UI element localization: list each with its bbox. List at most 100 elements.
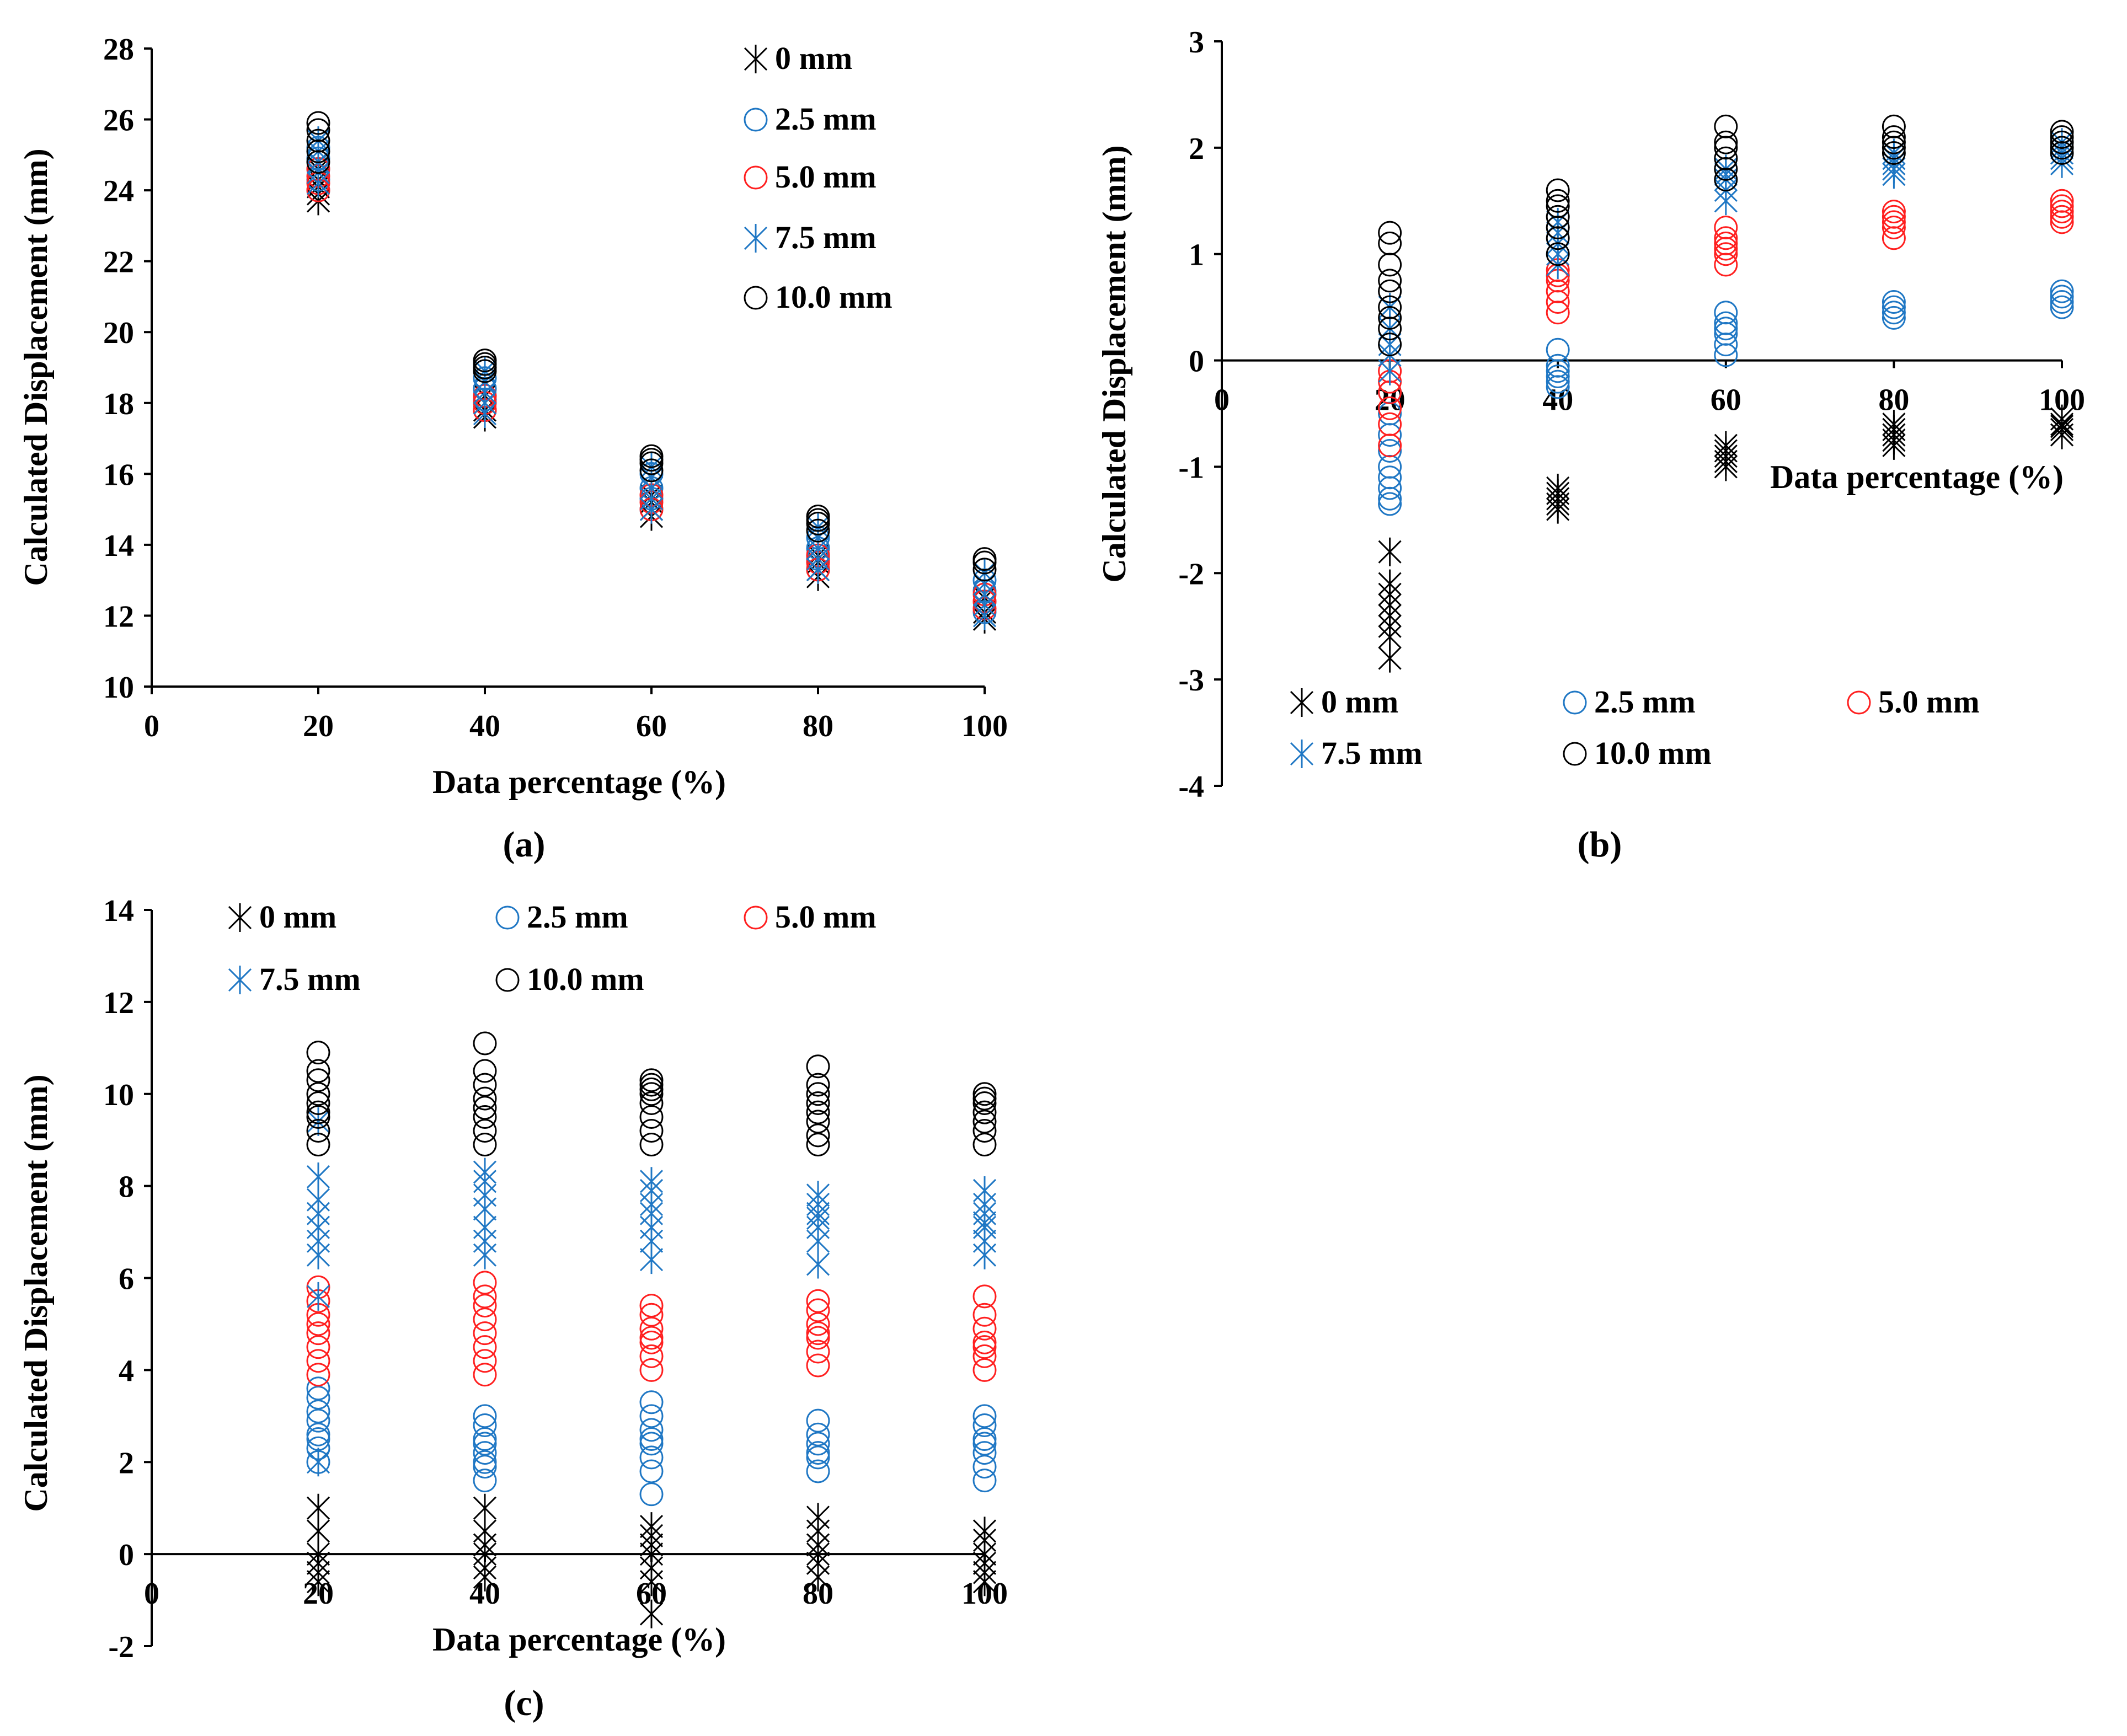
data-point xyxy=(306,1105,330,1129)
panel-label-letter: c xyxy=(516,1683,532,1723)
y-tick-label: 20 xyxy=(103,316,134,350)
data-point xyxy=(473,1349,497,1373)
data-point xyxy=(1378,537,1402,566)
data-point xyxy=(972,1567,997,1596)
data-point xyxy=(1378,231,1402,255)
series-5-0-mm xyxy=(306,157,997,621)
x-tick-label: 20 xyxy=(303,709,334,743)
legend-label: 10.0 mm xyxy=(775,279,893,315)
data-point xyxy=(1546,365,1570,388)
data-point xyxy=(473,1455,497,1479)
legend-label: 7.5 mm xyxy=(259,961,361,997)
data-point xyxy=(1882,431,1906,460)
data-point xyxy=(306,1385,330,1410)
data-point xyxy=(306,111,330,135)
data-point xyxy=(1714,130,1738,154)
y-tick-label: 22 xyxy=(103,245,134,280)
data-point xyxy=(306,1448,330,1477)
data-point xyxy=(473,1294,497,1318)
data-point xyxy=(972,1133,997,1157)
data-point xyxy=(806,1082,830,1106)
data-point xyxy=(639,1091,664,1115)
x-tick-label: 80 xyxy=(803,709,833,743)
data-point xyxy=(2050,205,2074,229)
legend-marker xyxy=(744,45,768,73)
y-tick-label: -2 xyxy=(108,1630,134,1664)
data-point xyxy=(972,558,997,582)
series-0-mm xyxy=(1378,404,2074,673)
data-point xyxy=(806,1123,830,1148)
data-point xyxy=(972,1441,997,1465)
data-point xyxy=(1378,333,1402,357)
data-point xyxy=(639,1077,664,1101)
data-point xyxy=(306,128,330,153)
series-10-0-mm xyxy=(306,111,997,582)
data-point xyxy=(1714,216,1738,239)
data-point xyxy=(473,1321,497,1346)
series-10-0-mm xyxy=(306,1031,997,1157)
data-point xyxy=(806,1204,830,1233)
data-point xyxy=(306,1408,330,1433)
data-point xyxy=(639,1358,664,1382)
data-point xyxy=(806,1298,830,1322)
data-point xyxy=(806,1321,830,1346)
data-point xyxy=(306,1321,330,1346)
data-point xyxy=(1378,486,1402,511)
data-point xyxy=(473,349,497,373)
data-point xyxy=(972,1455,997,1479)
data-point xyxy=(1546,189,1570,213)
series-2-5-mm xyxy=(1378,279,2074,516)
data-point xyxy=(972,547,997,571)
data-point xyxy=(1378,269,1402,293)
data-point xyxy=(806,1073,830,1097)
series-10-0-mm xyxy=(1378,114,2074,357)
data-point xyxy=(1546,205,1570,229)
y-tick-label: 0 xyxy=(1189,345,1204,379)
data-point xyxy=(806,1353,830,1378)
data-point xyxy=(972,1413,997,1437)
data-point xyxy=(972,1176,997,1205)
data-point xyxy=(306,1335,330,1359)
data-point xyxy=(1546,242,1570,266)
data-point xyxy=(306,1091,330,1115)
data-point xyxy=(1882,200,1906,224)
legend-label: 0 mm xyxy=(1321,684,1398,720)
data-point xyxy=(1378,476,1402,500)
data-point xyxy=(806,518,830,543)
data-point xyxy=(972,1119,997,1143)
data-point xyxy=(306,1162,330,1191)
panel-label-letter: b xyxy=(1590,824,1610,865)
data-point xyxy=(972,1427,997,1451)
data-point xyxy=(306,1119,330,1143)
legend-label: 10.0 mm xyxy=(527,961,644,997)
data-point xyxy=(639,1567,664,1596)
legend-marker xyxy=(228,903,252,932)
data-point xyxy=(473,1158,497,1187)
data-point xyxy=(639,1326,664,1350)
data-point xyxy=(473,1450,497,1474)
data-point xyxy=(639,1482,664,1507)
data-point xyxy=(306,1312,330,1336)
data-point xyxy=(1546,495,1570,524)
data-point xyxy=(806,1432,830,1456)
y-tick-label: 12 xyxy=(103,599,134,634)
data-point xyxy=(1378,279,1402,303)
data-point xyxy=(1882,141,1906,165)
data-point xyxy=(806,1422,830,1446)
data-point xyxy=(806,1054,830,1079)
data-point xyxy=(639,1404,664,1428)
legend-marker xyxy=(744,108,768,132)
legend-label: 5.0 mm xyxy=(1878,684,1980,720)
y-tick-label: 1 xyxy=(1189,238,1204,272)
data-point xyxy=(1882,290,1906,314)
data-point xyxy=(1714,242,1738,266)
y-tick-label: 6 xyxy=(119,1262,134,1296)
x-tick-label: 60 xyxy=(1711,383,1741,417)
data-point xyxy=(1882,130,1906,154)
legend-label: 7.5 mm xyxy=(1321,735,1423,771)
data-point xyxy=(639,1445,664,1470)
data-point xyxy=(639,1330,664,1354)
data-point xyxy=(1714,301,1738,325)
data-point xyxy=(1882,295,1906,319)
data-point xyxy=(1882,301,1906,325)
